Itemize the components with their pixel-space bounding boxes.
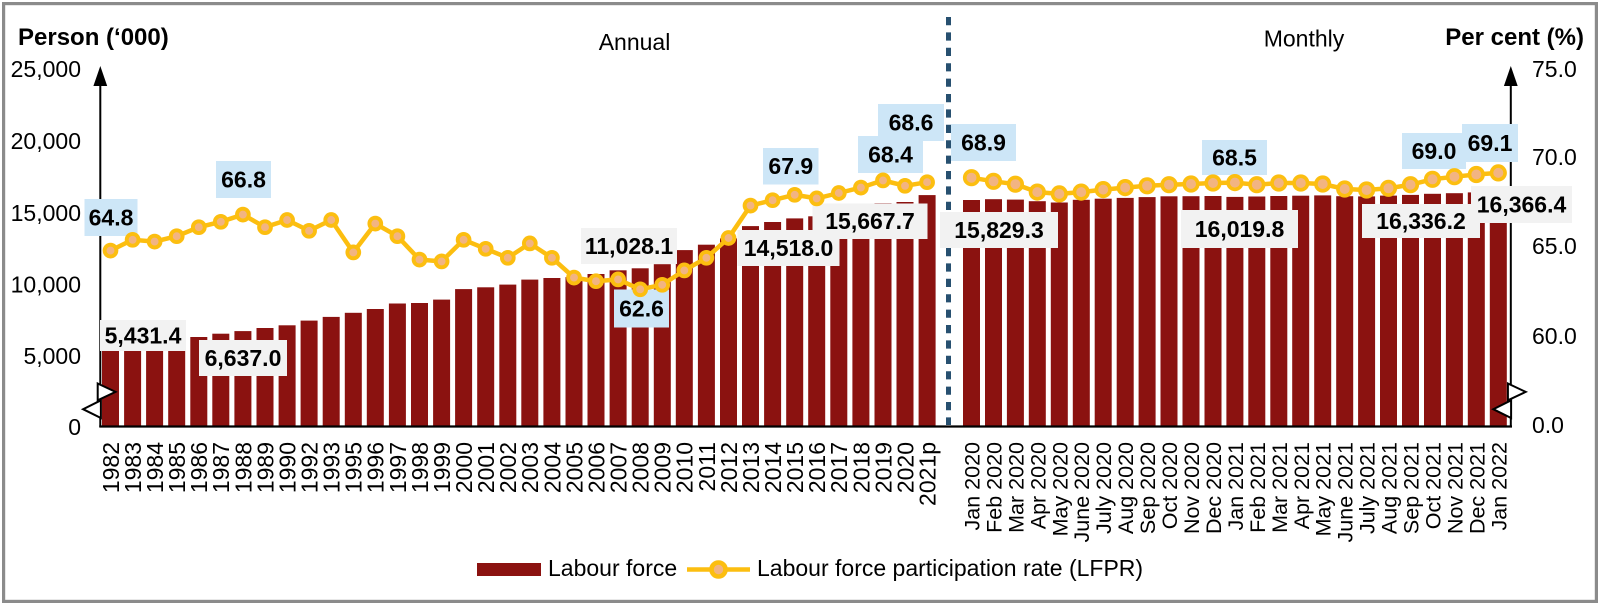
svg-text:16,366.4: 16,366.4 bbox=[1477, 192, 1567, 218]
svg-text:16,019.8: 16,019.8 bbox=[1195, 216, 1285, 242]
svg-text:2012: 2012 bbox=[716, 442, 742, 493]
svg-text:2013: 2013 bbox=[738, 442, 764, 493]
svg-text:Oct 2020: Oct 2020 bbox=[1158, 442, 1182, 529]
svg-text:1982: 1982 bbox=[98, 442, 124, 493]
svg-text:1989: 1989 bbox=[252, 442, 278, 493]
svg-text:67.9: 67.9 bbox=[768, 153, 813, 179]
svg-text:Annual: Annual bbox=[599, 29, 671, 55]
svg-text:5,000: 5,000 bbox=[23, 343, 81, 369]
svg-text:2001: 2001 bbox=[473, 442, 499, 493]
svg-text:Person (‘000): Person (‘000) bbox=[18, 24, 169, 51]
svg-text:15,829.3: 15,829.3 bbox=[954, 217, 1044, 243]
svg-text:14,518.0: 14,518.0 bbox=[744, 235, 834, 261]
svg-text:Dec 2020: Dec 2020 bbox=[1202, 442, 1226, 534]
svg-text:70.0: 70.0 bbox=[1532, 144, 1577, 170]
svg-text:1988: 1988 bbox=[230, 442, 256, 493]
svg-text:65.0: 65.0 bbox=[1532, 233, 1577, 259]
svg-text:2016: 2016 bbox=[804, 442, 830, 493]
svg-text:2019: 2019 bbox=[870, 442, 896, 493]
svg-text:68.5: 68.5 bbox=[1212, 145, 1257, 171]
svg-text:66.8: 66.8 bbox=[221, 167, 266, 193]
svg-text:Apr 2020: Apr 2020 bbox=[1026, 442, 1050, 529]
svg-text:2006: 2006 bbox=[583, 442, 609, 493]
svg-text:1992: 1992 bbox=[297, 442, 323, 493]
svg-text:0.0: 0.0 bbox=[1532, 412, 1564, 438]
svg-text:1998: 1998 bbox=[407, 442, 433, 493]
svg-text:1995: 1995 bbox=[341, 442, 367, 493]
svg-text:May 2020: May 2020 bbox=[1048, 442, 1072, 536]
svg-text:2000: 2000 bbox=[451, 442, 477, 493]
svg-text:25,000: 25,000 bbox=[11, 56, 81, 82]
svg-text:Labour force participation rat: Labour force participation rate (LFPR) bbox=[757, 555, 1143, 581]
svg-text:6,637.0: 6,637.0 bbox=[205, 345, 282, 371]
svg-text:Jan 2022: Jan 2022 bbox=[1487, 442, 1511, 530]
svg-text:68.9: 68.9 bbox=[961, 130, 1006, 156]
svg-text:1985: 1985 bbox=[164, 442, 190, 493]
svg-text:2014: 2014 bbox=[760, 442, 786, 493]
svg-text:Apr 2021: Apr 2021 bbox=[1290, 442, 1314, 529]
svg-text:May 2021: May 2021 bbox=[1312, 442, 1336, 536]
svg-text:2007: 2007 bbox=[606, 442, 632, 493]
svg-text:1983: 1983 bbox=[120, 442, 146, 493]
svg-text:Feb 2021: Feb 2021 bbox=[1246, 442, 1270, 533]
svg-text:July 2020: July 2020 bbox=[1092, 442, 1116, 534]
svg-text:2002: 2002 bbox=[495, 442, 521, 493]
svg-text:75.0: 75.0 bbox=[1532, 56, 1577, 82]
svg-text:15,667.7: 15,667.7 bbox=[825, 208, 915, 234]
svg-text:68.6: 68.6 bbox=[889, 110, 934, 136]
svg-text:Jan 2020: Jan 2020 bbox=[961, 442, 985, 531]
svg-text:Jan 2021: Jan 2021 bbox=[1224, 442, 1248, 530]
svg-text:2017: 2017 bbox=[826, 442, 852, 493]
svg-text:Dec 2021: Dec 2021 bbox=[1465, 442, 1489, 534]
svg-text:64.8: 64.8 bbox=[89, 205, 134, 231]
svg-text:69.1: 69.1 bbox=[1468, 130, 1513, 156]
svg-text:Mar 2020: Mar 2020 bbox=[1004, 442, 1028, 533]
svg-text:2008: 2008 bbox=[628, 442, 654, 493]
svg-text:15,000: 15,000 bbox=[11, 200, 81, 226]
svg-text:0: 0 bbox=[68, 414, 81, 440]
svg-text:1993: 1993 bbox=[319, 442, 345, 493]
svg-text:2011: 2011 bbox=[694, 442, 720, 491]
svg-text:Nov 2021: Nov 2021 bbox=[1443, 442, 1467, 534]
svg-text:2004: 2004 bbox=[539, 442, 565, 493]
svg-text:Aug 2021: Aug 2021 bbox=[1378, 442, 1402, 534]
svg-text:20,000: 20,000 bbox=[11, 128, 81, 154]
svg-text:Labour force: Labour force bbox=[548, 555, 677, 581]
svg-text:June 2021: June 2021 bbox=[1334, 442, 1358, 542]
svg-text:Feb 2020: Feb 2020 bbox=[983, 442, 1007, 533]
svg-text:1984: 1984 bbox=[142, 442, 168, 493]
svg-text:2020: 2020 bbox=[892, 442, 918, 493]
svg-text:Monthly: Monthly bbox=[1264, 26, 1345, 52]
svg-text:1996: 1996 bbox=[363, 442, 389, 493]
svg-text:69.0: 69.0 bbox=[1412, 138, 1457, 164]
svg-text:5,431.4: 5,431.4 bbox=[105, 323, 182, 349]
svg-text:2018: 2018 bbox=[848, 442, 874, 493]
svg-text:Aug 2020: Aug 2020 bbox=[1114, 442, 1138, 534]
svg-text:2010: 2010 bbox=[672, 442, 698, 493]
svg-text:Sep 2021: Sep 2021 bbox=[1400, 442, 1424, 534]
svg-text:16,336.2: 16,336.2 bbox=[1376, 208, 1466, 234]
svg-text:Oct 2021: Oct 2021 bbox=[1422, 442, 1446, 529]
svg-text:1987: 1987 bbox=[208, 442, 234, 493]
svg-text:68.4: 68.4 bbox=[868, 142, 913, 168]
svg-text:60.0: 60.0 bbox=[1532, 323, 1577, 349]
svg-text:Nov 2020: Nov 2020 bbox=[1180, 442, 1204, 534]
svg-text:June 2020: June 2020 bbox=[1070, 442, 1094, 542]
svg-text:Sep 2020: Sep 2020 bbox=[1136, 442, 1160, 534]
svg-text:1999: 1999 bbox=[429, 442, 455, 493]
svg-text:Mar 2021: Mar 2021 bbox=[1268, 442, 1292, 533]
svg-text:2009: 2009 bbox=[650, 442, 676, 493]
svg-text:2015: 2015 bbox=[782, 442, 808, 493]
svg-text:62.6: 62.6 bbox=[619, 296, 664, 322]
svg-text:2021p: 2021p bbox=[915, 442, 941, 506]
svg-text:July 2021: July 2021 bbox=[1356, 442, 1380, 534]
svg-text:11,028.1: 11,028.1 bbox=[585, 233, 673, 259]
svg-text:Per cent (%): Per cent (%) bbox=[1445, 24, 1584, 51]
svg-text:2003: 2003 bbox=[517, 442, 543, 493]
svg-text:2005: 2005 bbox=[561, 442, 587, 493]
svg-text:1990: 1990 bbox=[275, 442, 301, 493]
svg-text:1997: 1997 bbox=[385, 442, 411, 493]
svg-text:1986: 1986 bbox=[186, 442, 212, 493]
svg-text:10,000: 10,000 bbox=[11, 272, 81, 298]
